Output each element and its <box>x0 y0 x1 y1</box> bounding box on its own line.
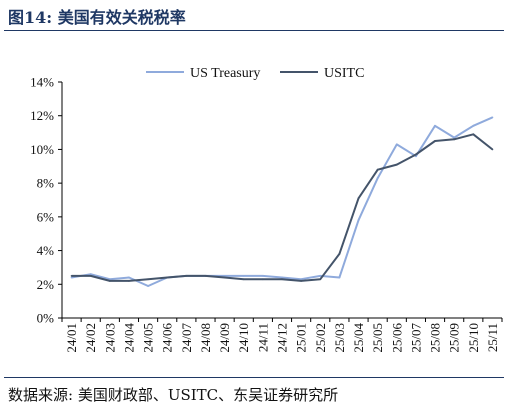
source-divider <box>4 377 504 378</box>
x-tick-label: 24/04 <box>121 323 136 353</box>
y-tick-label: 2% <box>37 277 55 292</box>
data-point <box>204 274 207 277</box>
data-point <box>108 280 111 282</box>
x-tick-label: 25/04 <box>351 323 366 353</box>
data-point <box>261 278 264 281</box>
data-point <box>89 274 92 277</box>
x-tick-label: 24/07 <box>179 323 194 353</box>
data-point <box>415 153 417 156</box>
title-divider <box>4 30 504 31</box>
data-point <box>281 278 283 281</box>
x-tick-label: 25/10 <box>466 323 481 353</box>
series-line-usitc <box>71 133 494 282</box>
x-tick-label: 25/01 <box>294 323 309 353</box>
y-tick-label: 4% <box>37 243 55 258</box>
series-line-us-treasury <box>71 116 493 287</box>
data-point <box>453 136 456 139</box>
data-point <box>166 276 169 279</box>
data-point <box>472 133 475 136</box>
y-tick-label: 14% <box>30 75 54 90</box>
x-tick-label: 24/02 <box>83 323 98 353</box>
data-point <box>491 116 494 119</box>
line-chart: US Treasury USITC 0% 2% 4% 6% 8% 10% 12% 14% 24/… <box>30 66 503 353</box>
x-tick-label: 24/12 <box>275 323 290 353</box>
figure-title: 图14: 美国有效关税税率 <box>8 8 186 27</box>
x-tick-label: 25/06 <box>389 323 404 353</box>
data-point <box>434 124 436 127</box>
data-point <box>89 273 92 276</box>
data-point <box>357 219 360 222</box>
y-tick-label: 10% <box>30 142 54 157</box>
data-point <box>147 285 149 287</box>
data-point <box>338 253 341 255</box>
x-tick-label: 24/09 <box>217 323 232 353</box>
y-tick-label: 6% <box>37 209 55 224</box>
legend-label: US Treasury <box>190 66 260 81</box>
data-point <box>223 276 226 279</box>
y-tick-label: 8% <box>37 176 55 191</box>
data-point <box>70 274 73 277</box>
data-point <box>376 177 379 179</box>
x-tick-label: 24/06 <box>160 323 175 353</box>
data-point <box>261 274 264 277</box>
data-point <box>453 138 456 141</box>
data-point <box>376 168 379 171</box>
y-tick-label: 12% <box>30 108 54 123</box>
data-point <box>147 278 149 281</box>
legend: US Treasury USITC <box>146 66 364 81</box>
x-tick-label: 25/11 <box>485 323 500 352</box>
x-tick-label: 24/11 <box>255 323 270 352</box>
x-tick-label: 25/03 <box>332 323 347 353</box>
x-tick-label: 25/07 <box>408 323 423 353</box>
y-tick-label: 0% <box>37 311 55 326</box>
x-axis: 24/01 24/02 24/03 24/04 24/05 24/06 24/07 24/08… <box>61 317 503 353</box>
data-point <box>185 274 188 277</box>
x-tick-label: 25/02 <box>313 323 328 353</box>
x-tick-label: 25/05 <box>370 323 385 353</box>
data-point <box>395 143 398 146</box>
y-axis: 0% 2% 4% 6% 8% 10% 12% 14% <box>30 75 63 326</box>
x-tick-label: 24/05 <box>141 323 156 353</box>
data-point <box>242 274 245 277</box>
data-point <box>395 163 398 166</box>
data-point <box>223 274 226 277</box>
x-tick-label: 24/01 <box>64 323 79 353</box>
data-point <box>70 276 73 279</box>
x-tick-label: 24/10 <box>236 323 251 353</box>
data-point <box>300 280 303 282</box>
data-point <box>281 276 283 279</box>
series-lines <box>70 116 494 287</box>
figure-source: 数据来源: 美国财政部、USITC、东吴证券研究所 <box>8 386 339 404</box>
data-point <box>338 276 341 279</box>
data-point <box>319 278 322 281</box>
legend-label: USITC <box>324 66 364 81</box>
x-tick-label: 25/08 <box>428 323 443 353</box>
x-tick-label: 24/08 <box>198 323 213 353</box>
data-point <box>491 148 494 151</box>
data-point <box>434 140 436 142</box>
data-point <box>128 276 130 279</box>
data-point <box>357 197 360 200</box>
x-tick-label: 25/09 <box>447 323 462 353</box>
data-point <box>108 278 111 281</box>
x-tick-label: 24/03 <box>102 323 117 353</box>
data-point <box>128 280 130 282</box>
data-point <box>319 274 322 277</box>
data-point <box>472 124 475 127</box>
data-point <box>300 278 303 281</box>
data-point <box>242 278 245 281</box>
